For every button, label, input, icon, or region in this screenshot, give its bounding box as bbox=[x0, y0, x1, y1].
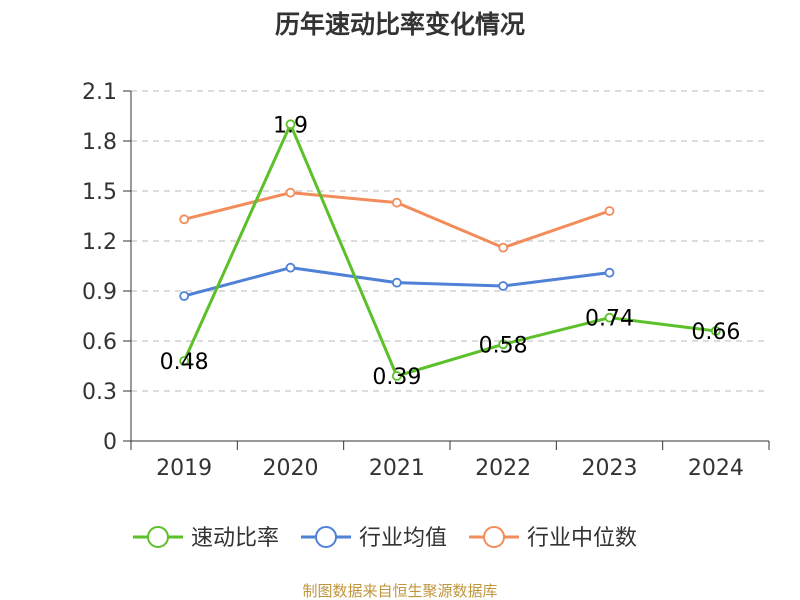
data-point[interactable] bbox=[498, 242, 509, 253]
legend-marker bbox=[483, 526, 506, 548]
y-tick-label: 0.9 bbox=[82, 280, 117, 305]
gridlines bbox=[131, 90, 769, 392]
data-label: 0.74 bbox=[585, 307, 634, 332]
y-tick-label: 1.2 bbox=[82, 230, 117, 255]
data-point[interactable] bbox=[285, 262, 296, 273]
data-point[interactable] bbox=[179, 291, 190, 301]
data-point[interactable] bbox=[179, 356, 190, 366]
x-tick-label: 2019 bbox=[156, 456, 212, 481]
axes: 0 0.3 0.6 0.9 1.2 1.5 1.8 2.1 2019 2020 2021 2022 20… bbox=[82, 80, 770, 481]
x-tick-label: 2021 bbox=[369, 456, 425, 481]
data-point[interactable] bbox=[604, 206, 615, 216]
data-point[interactable] bbox=[391, 197, 402, 208]
data-point[interactable] bbox=[285, 119, 296, 130]
x-tick-label: 2020 bbox=[263, 456, 319, 481]
y-tick-label: 0.6 bbox=[82, 330, 117, 355]
data-point[interactable] bbox=[391, 371, 402, 381]
series-lines bbox=[179, 119, 721, 381]
y-tick-label: 0.3 bbox=[82, 380, 117, 405]
legend-marker bbox=[315, 526, 338, 548]
data-point[interactable] bbox=[498, 339, 509, 350]
y-tick-label: 1.5 bbox=[82, 180, 117, 205]
legend[interactable]: 速动比率 行业均值 行业中位数 bbox=[133, 526, 637, 551]
legend-label: 行业均值 bbox=[359, 526, 447, 551]
y-tick-label: 1.8 bbox=[82, 130, 117, 155]
legend-label: 行业中位数 bbox=[527, 526, 637, 551]
legend-label: 速动比率 bbox=[191, 526, 279, 551]
data-label: 0.58 bbox=[479, 333, 528, 358]
data-label: 1.9 bbox=[273, 113, 308, 138]
data-point[interactable] bbox=[391, 277, 402, 288]
source-note: 制图数据来自恒生聚源数据库 bbox=[302, 582, 497, 600]
legend-item[interactable]: 行业均值 bbox=[301, 526, 447, 551]
legend-marker bbox=[147, 526, 169, 548]
data-label: 0.66 bbox=[691, 320, 740, 345]
data-label: 0.39 bbox=[372, 365, 421, 390]
data-point[interactable] bbox=[179, 214, 190, 225]
y-tick-label: 0 bbox=[103, 430, 117, 455]
x-tick-label: 2022 bbox=[475, 456, 531, 481]
legend-item[interactable]: 行业中位数 bbox=[469, 526, 637, 551]
series-line bbox=[182, 122, 717, 378]
data-point[interactable] bbox=[498, 281, 509, 291]
y-tick-label: 2.1 bbox=[82, 80, 117, 105]
data-point[interactable] bbox=[604, 267, 615, 278]
data-label: 0.48 bbox=[160, 350, 209, 375]
data-point[interactable] bbox=[285, 187, 296, 198]
chart-title: 历年速动比率变化情况 bbox=[275, 10, 525, 39]
data-point[interactable] bbox=[710, 326, 721, 336]
data-labels: 0.48 1.9 0.39 0.58 0.74 0.66 bbox=[160, 113, 741, 390]
x-tick-label: 2024 bbox=[688, 456, 744, 481]
x-tick-label: 2023 bbox=[582, 456, 638, 481]
legend-item[interactable]: 速动比率 bbox=[133, 526, 279, 551]
data-point[interactable] bbox=[604, 312, 615, 323]
